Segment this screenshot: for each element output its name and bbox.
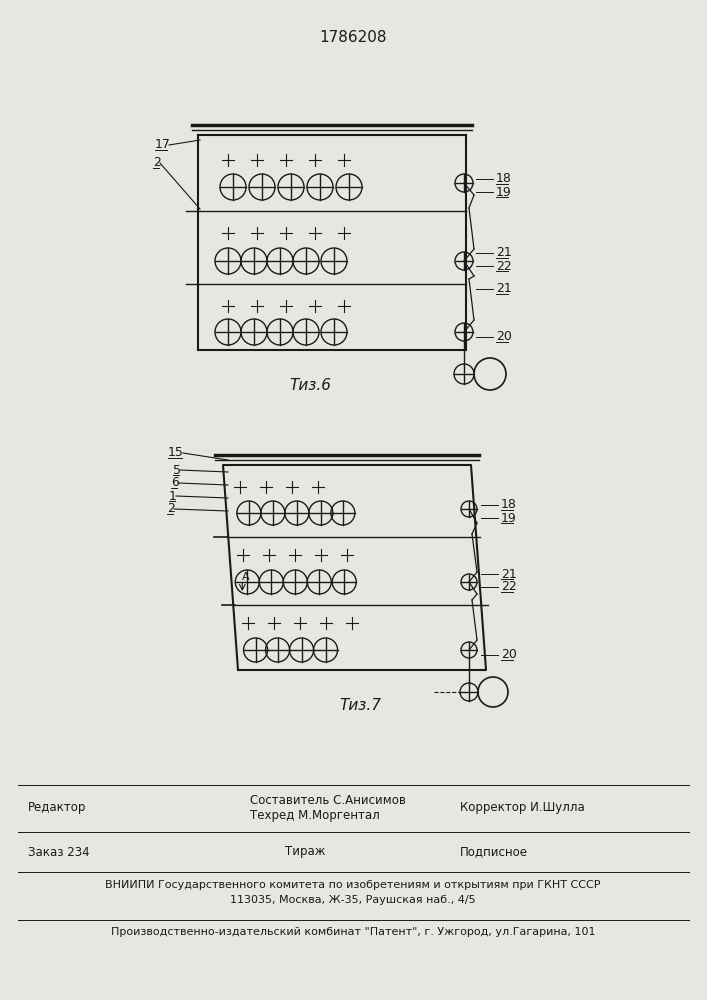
Text: 21: 21 [496, 282, 512, 296]
Text: Производственно-издательский комбинат "Патент", г. Ужгород, ул.Гагарина, 101: Производственно-издательский комбинат "П… [111, 927, 595, 937]
Text: 21: 21 [501, 568, 517, 580]
Text: 2: 2 [167, 502, 175, 516]
Text: 2: 2 [153, 156, 161, 169]
Text: 18: 18 [496, 172, 512, 186]
Text: Тираж: Тираж [285, 846, 325, 858]
Text: 20: 20 [501, 648, 517, 662]
Text: Τиз.7: Τиз.7 [339, 698, 381, 712]
Text: 1786208: 1786208 [320, 30, 387, 45]
Text: Корректор И.Шулла: Корректор И.Шулла [460, 800, 585, 814]
Text: Техред М.Моргентал: Техред М.Моргентал [250, 808, 380, 822]
Text: 19: 19 [501, 512, 517, 524]
Text: 22: 22 [496, 259, 512, 272]
Text: 5: 5 [173, 464, 181, 477]
Text: 20: 20 [496, 330, 512, 344]
Text: Τиз.6: Τиз.6 [289, 377, 331, 392]
Text: 113035, Москва, Ж-35, Раушская наб., 4/5: 113035, Москва, Ж-35, Раушская наб., 4/5 [230, 895, 476, 905]
Text: Составитель С.Анисимов: Составитель С.Анисимов [250, 794, 406, 806]
Text: 19: 19 [496, 186, 512, 198]
Text: Редактор: Редактор [28, 800, 86, 814]
Text: 6: 6 [171, 477, 179, 489]
Text: 15: 15 [168, 446, 184, 460]
Text: 18: 18 [501, 498, 517, 512]
Text: 1: 1 [169, 489, 177, 502]
Text: 21: 21 [496, 246, 512, 259]
Text: 17: 17 [155, 138, 171, 151]
Text: 22: 22 [501, 580, 517, 593]
Text: Подписное: Подписное [460, 846, 528, 858]
Text: ВНИИПИ Государственного комитета по изобретениям и открытиям при ГКНТ СССР: ВНИИПИ Государственного комитета по изоб… [105, 880, 601, 890]
Text: Заказ 234: Заказ 234 [28, 846, 90, 858]
Text: A: A [243, 572, 250, 582]
